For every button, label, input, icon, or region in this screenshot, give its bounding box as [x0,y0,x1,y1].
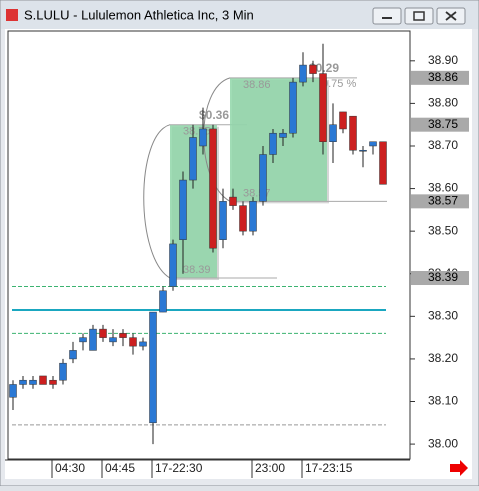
measure-arc [143,124,171,279]
y-tick-label: 38.60 [428,181,458,195]
candle-body [379,141,387,185]
candle-body [309,64,317,74]
candle-body [219,201,227,240]
candle-body [49,379,57,385]
scroll-arrow[interactable] [450,460,468,476]
candle-body [279,132,287,138]
candle-body [109,337,117,343]
y-tick-label: 38.10 [428,394,458,408]
maximize-button[interactable] [404,7,434,25]
price-marker-label: 38.39 [428,270,458,284]
candle-body [59,362,67,381]
y-tick-label: 38.20 [428,351,458,365]
candle-body [149,311,157,424]
candle-body [39,375,47,385]
price-marker [411,70,469,85]
candle-body [209,128,217,249]
candle-body [249,201,257,232]
x-tick-label: 17-22:30 [155,461,203,475]
price-marker [411,194,469,209]
app-icon [6,9,18,21]
y-tick-label: 38.90 [428,53,458,67]
candle-body [139,341,147,347]
candle-body [29,379,37,385]
candle-body [299,64,307,83]
candle-body [19,379,27,385]
candle-body [119,333,127,338]
close-icon [445,11,457,21]
y-tick-label: 38.70 [428,138,458,152]
x-tick-label: 04:30 [55,461,85,475]
y-tick-label: 38.30 [428,309,458,323]
price-marker-label: 38.75 [428,117,458,131]
price-marker-label: 38.86 [428,70,458,84]
candle-body [329,124,337,142]
candle-body [169,243,177,287]
window-buttons[interactable] [372,7,466,25]
candle-body [89,328,97,351]
candle-body [259,154,267,202]
candle-body [99,328,107,338]
price-marker-label: 38.57 [428,194,458,208]
candle-body [69,350,77,360]
candle-body [239,205,247,232]
measure-change: $0.36 [199,108,229,122]
candle-body [369,141,377,147]
x-tick-label: 23:00 [255,461,285,475]
price-marker [411,117,469,132]
measure-low-label: 38.39 [183,264,211,276]
price-marker [411,271,469,286]
minimize-button[interactable] [372,7,402,25]
candle-body [289,81,297,134]
candle-body [229,196,237,206]
candle-body [79,337,87,343]
candle-body [359,149,367,152]
x-tick-label: 17-23:15 [305,461,353,475]
measure-high-label: 38.86 [243,79,271,91]
candle-body [339,111,347,130]
candle-body [179,179,187,240]
candle-body [159,290,167,313]
candle-body [9,384,17,398]
y-tick-label: 38.50 [428,223,458,237]
candle-body [189,137,197,181]
window-title: S.LULU - Lululemon Athletica Inc, 3 Min [24,7,254,22]
measure-box [230,77,327,202]
maximize-icon [413,11,425,21]
candle-body [319,73,327,142]
candle-body [129,337,137,347]
x-tick-label: 04:45 [105,461,135,475]
y-tick-label: 38.80 [428,96,458,110]
y-tick-label: 38.00 [428,436,458,450]
measure-percent: 0.75 % [322,78,356,90]
candle-body [349,115,357,151]
candle-body [269,132,277,155]
candle-body [199,128,207,147]
